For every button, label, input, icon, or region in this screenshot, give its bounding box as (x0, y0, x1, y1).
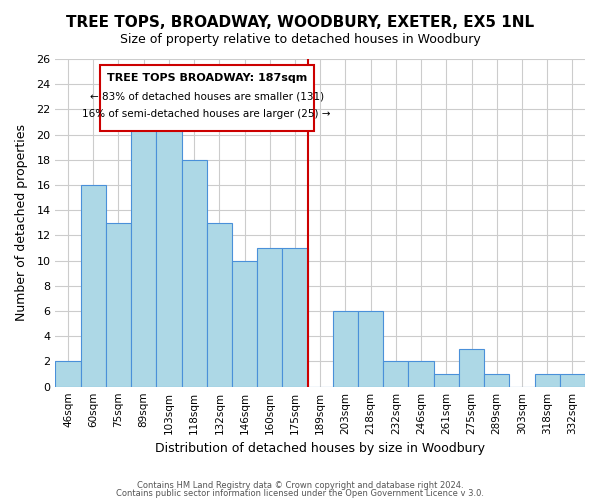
Y-axis label: Number of detached properties: Number of detached properties (15, 124, 28, 322)
Bar (333, 311, 358, 386)
Text: Contains public sector information licensed under the Open Government Licence v : Contains public sector information licen… (116, 488, 484, 498)
Bar (157, 122, 182, 386)
Bar (535, 374, 560, 386)
Bar (484, 374, 509, 386)
Text: 16% of semi-detached houses are larger (25) →: 16% of semi-detached houses are larger (… (82, 110, 331, 120)
Bar (131, 122, 157, 386)
Bar (207, 223, 232, 386)
Text: ← 83% of detached houses are smaller (131): ← 83% of detached houses are smaller (13… (89, 92, 324, 102)
Bar (283, 248, 308, 386)
Bar (55, 362, 80, 386)
Bar (232, 260, 257, 386)
Bar (80, 185, 106, 386)
Text: TREE TOPS, BROADWAY, WOODBURY, EXETER, EX5 1NL: TREE TOPS, BROADWAY, WOODBURY, EXETER, E… (66, 15, 534, 30)
Text: Size of property relative to detached houses in Woodbury: Size of property relative to detached ho… (119, 32, 481, 46)
Bar (257, 248, 283, 386)
Bar (106, 223, 131, 386)
Bar (560, 374, 585, 386)
Bar (459, 349, 484, 387)
Bar (383, 362, 409, 386)
FancyBboxPatch shape (100, 66, 314, 131)
X-axis label: Distribution of detached houses by size in Woodbury: Distribution of detached houses by size … (155, 442, 485, 455)
Text: Contains HM Land Registry data © Crown copyright and database right 2024.: Contains HM Land Registry data © Crown c… (137, 481, 463, 490)
Text: TREE TOPS BROADWAY: 187sqm: TREE TOPS BROADWAY: 187sqm (107, 73, 307, 83)
Bar (434, 374, 459, 386)
Bar (182, 160, 207, 386)
Bar (358, 311, 383, 386)
Bar (409, 362, 434, 386)
